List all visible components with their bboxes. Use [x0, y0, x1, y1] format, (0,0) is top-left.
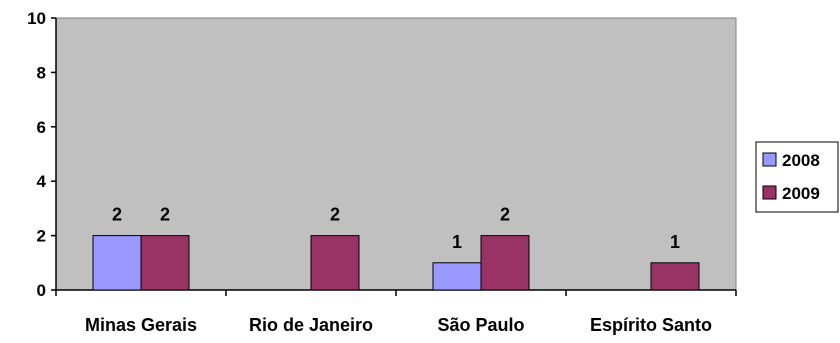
x-category-label: São Paulo [437, 315, 524, 335]
data-label: 2 [160, 205, 170, 225]
legend-swatch-2009 [762, 185, 777, 200]
x-category-label: Minas Gerais [85, 315, 197, 335]
y-tick-label: 2 [37, 227, 46, 246]
data-labels: 2 2 2 1 2 1 [112, 205, 680, 252]
bar-2009 [480, 235, 530, 291]
x-category-label: Espírito Santo [590, 315, 712, 335]
bar-2008 [432, 262, 482, 291]
data-label: 2 [500, 205, 510, 225]
bar-2008 [92, 235, 142, 291]
y-tick-label: 10 [27, 9, 46, 28]
legend: 2008 2009 [755, 141, 839, 213]
data-label: 1 [452, 232, 462, 252]
data-label: 2 [112, 205, 122, 225]
y-axis: 0 2 4 6 8 10 [27, 9, 57, 300]
data-label: 1 [670, 232, 680, 252]
bar-2009 [310, 235, 360, 291]
bar-2009 [650, 262, 700, 291]
bars [92, 235, 700, 291]
x-axis: Minas Gerais Rio de Janeiro São Paulo Espír… [55, 289, 737, 335]
legend-label-2009: 2009 [782, 184, 820, 203]
legend-swatch-2008 [762, 152, 777, 167]
legend-label-2008: 2008 [782, 151, 820, 170]
bar-2009 [140, 235, 190, 291]
y-tick-label: 0 [37, 281, 46, 300]
data-label: 2 [330, 205, 340, 225]
y-tick-label: 4 [37, 172, 47, 191]
y-tick-label: 8 [37, 63, 46, 82]
y-tick-label: 6 [37, 118, 46, 137]
x-category-label: Rio de Janeiro [249, 315, 373, 335]
